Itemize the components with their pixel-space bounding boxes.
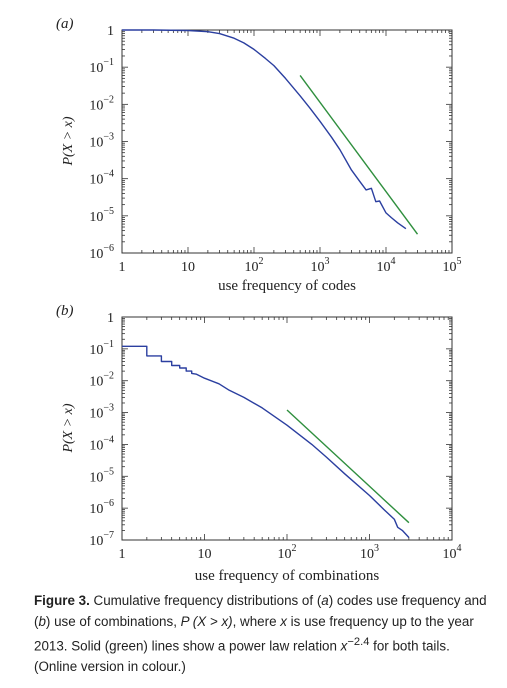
- x-tick-label: 1: [119, 260, 126, 275]
- x-tick-label: 103: [360, 543, 379, 562]
- x-tick-label: 104: [377, 256, 396, 275]
- caption-lead: Figure 3.: [34, 593, 90, 608]
- y-tick-label: 10−1: [89, 57, 114, 76]
- figure-caption: Figure 3. Cumulative frequency distribut…: [34, 590, 496, 677]
- x-tick-label: 103: [311, 256, 330, 275]
- figure-canvas: 1 10 102 103 104 105 1 10−1 10−2 10−3 10−4 10−5 10−6…: [56, 16, 462, 584]
- caption-letter-b: b: [38, 614, 46, 629]
- y-tick-label: 10−7: [89, 530, 114, 549]
- y-tick-label: 10−5: [89, 466, 114, 485]
- plot-frame: [121, 316, 453, 541]
- caption-pl-exponent: −2.4: [347, 636, 370, 648]
- y-tick-label: 10−4: [89, 434, 114, 453]
- panel-b: 1 10 102 103 104 1 10−1 10−2 10−3 10−4 10−5 10−6 10−…: [56, 303, 462, 584]
- caption-text-2: ) codes use frequency and (: [34, 593, 487, 629]
- caption-pl-base: x: [340, 638, 348, 654]
- y-tick-label: 1: [107, 24, 114, 39]
- y-axis-label: P(X > x): [61, 403, 76, 453]
- x-tick-label: 1: [119, 547, 126, 562]
- y-tick-label: 10−4: [89, 169, 114, 188]
- empirical-ccdf-line: [122, 345, 410, 538]
- y-tick-label: 10−6: [89, 243, 114, 262]
- caption-text-6: for both tails. (Online version in colou…: [34, 638, 450, 675]
- caption-x-var: x: [280, 614, 287, 629]
- panel-a: 1 10 102 103 104 105 1 10−1 10−2 10−3 10−4 10−5 10−6…: [56, 16, 462, 294]
- y-tick-label: 10−3: [89, 132, 114, 151]
- x-tick-label: 102: [245, 256, 264, 275]
- y-tick-label: 1: [107, 311, 114, 326]
- caption-letter-a: a: [321, 593, 329, 608]
- x-tick-label: 10: [181, 260, 195, 275]
- power-law-line: [286, 409, 410, 524]
- caption-text-5: is use frequency up to the year 2013. So…: [34, 614, 474, 654]
- y-tick-label: 10−1: [89, 339, 114, 358]
- panel-label: (b): [56, 303, 74, 319]
- y-tick-label: 10−3: [89, 403, 114, 422]
- caption-prob-expr: P (X > x): [180, 614, 233, 629]
- empirical-ccdf-line: [122, 29, 407, 230]
- x-axis-label: use frequency of codes: [218, 278, 356, 294]
- caption-text-3: ) use of combinations,: [45, 614, 181, 629]
- power-law-line: [299, 74, 419, 235]
- x-tick-label: 102: [278, 543, 297, 562]
- x-tick-label: 105: [443, 256, 462, 275]
- caption-text-4: , where: [232, 614, 281, 629]
- x-tick-label: 10: [198, 547, 212, 562]
- x-axis-label: use frequency of combinations: [195, 568, 380, 584]
- caption-text-1: Cumulative frequency distributions of (: [89, 593, 322, 608]
- x-tick-label: 104: [443, 543, 462, 562]
- y-tick-label: 10−6: [89, 498, 114, 517]
- y-tick-label: 10−2: [89, 94, 114, 113]
- y-tick-label: 10−2: [89, 371, 114, 390]
- y-axis-label: P(X > x): [61, 116, 76, 166]
- y-tick-label: 10−5: [89, 206, 114, 225]
- panel-label: (a): [56, 16, 74, 32]
- plot-frame: [121, 29, 453, 254]
